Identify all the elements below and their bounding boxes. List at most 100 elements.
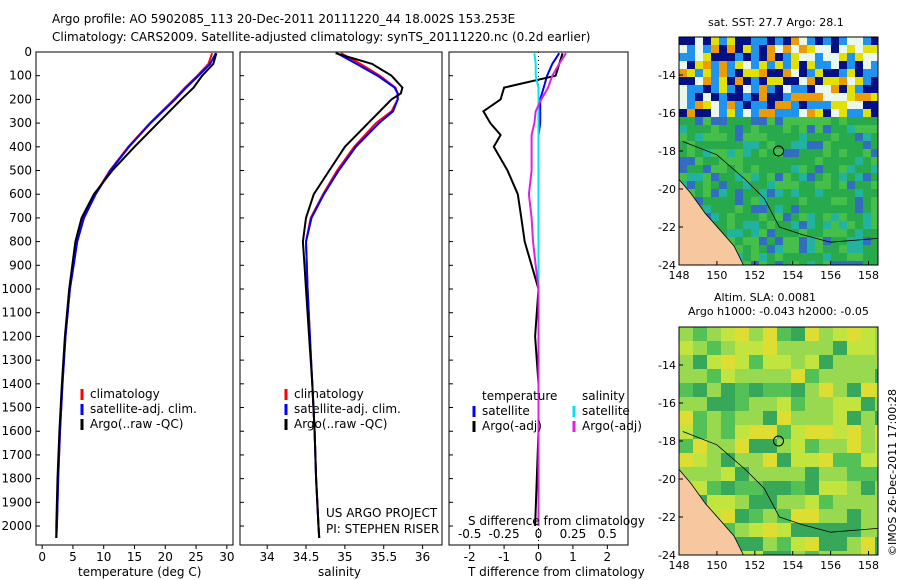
sst-map-cell [783,189,791,197]
sst-map-cell [719,189,727,197]
sst-map-cell [735,165,743,173]
sst-map-cell [719,125,727,133]
sst-map-cell [687,125,695,133]
sla-map-cell [721,425,735,439]
sst-map-cell [791,45,799,53]
sst-map-cell [695,125,703,133]
sst-map-cell [863,141,871,149]
sst-map-cell [807,221,815,229]
sst-map-cell [727,133,735,141]
profile-line-argo-raw-qc- [55,52,218,538]
sla-map-cell [861,411,875,425]
sst-map-cell [791,213,799,221]
sst-map-cell [687,93,695,101]
sla-map-cell [721,369,735,383]
sst-map-cell [775,157,783,165]
sst-map-cell [823,221,831,229]
sst-map-cell [791,117,799,125]
sla-map-cell [707,369,721,383]
sla-map-cell [749,495,763,509]
sst-map-cell [791,85,799,93]
sst-map-cell [855,213,863,221]
sst-map-cell [703,125,711,133]
sst-map-cell [687,69,695,77]
sst-map-cell [743,45,751,53]
sla-map-cell [847,383,861,397]
sst-map-cell [735,189,743,197]
sla-map-cell [847,495,861,509]
sst-map-cell [759,109,767,117]
sst-map-cell [767,37,775,45]
sst-map-group [678,36,879,266]
map-lon-tick-label: 152 [744,559,765,572]
sst-map-cell [815,189,823,197]
sla-map-cell [791,523,805,537]
sla-map-cell [693,327,707,341]
sst-map-cell [807,93,815,101]
sst-map-cell [743,85,751,93]
sst-map-cell [751,45,759,53]
sst-map-cell [791,197,799,205]
sst-map-cell [679,149,687,157]
sst-map-cell [863,181,871,189]
sst-map-cell [679,101,687,109]
sst-map-cell [791,165,799,173]
sst-map-cell [695,69,703,77]
sst-map-cell [855,69,863,77]
legend-label: Argo(..raw -QC) [90,417,183,431]
sst-map-cell [711,197,719,205]
sst-map-cell [727,109,735,117]
sst-map-cell [855,77,863,85]
sla-map-cell [679,397,693,411]
sst-map-cell [839,181,847,189]
sst-map-cell [703,53,711,61]
sst-map-cell [767,205,775,213]
sla-map-cell [833,439,847,453]
sst-map-cell [719,165,727,173]
sst-map-cell [871,237,878,245]
sst-map-cell [791,229,799,237]
sst-map-cell [775,69,783,77]
argo-float-marker [773,145,784,157]
sla-map-cell [679,453,693,467]
sst-map-cell [759,157,767,165]
sst-map-cell [839,133,847,141]
sst-map-cell [791,69,799,77]
sst-map-cell [743,37,751,45]
sst-map-cell [735,237,743,245]
sla-map-cell [707,327,721,341]
sst-map-cell [839,77,847,85]
sst-map-cell [863,237,871,245]
sst-map-cell [863,261,871,265]
sst-map-cell [791,101,799,109]
sst-map-cell [759,189,767,197]
sst-map-cell [831,149,839,157]
sst-map-cell [855,165,863,173]
map-lat-tick-label: -18 [658,435,676,448]
sst-map-cell [847,37,855,45]
sst-map-cell [823,261,831,265]
sst-map-cell [783,221,791,229]
sla-map-cell [777,439,791,453]
sst-map-cell [767,69,775,77]
sla-map-cell [875,509,878,523]
sst-map-cell [847,181,855,189]
sla-map-cell [735,495,749,509]
sst-map-cell [735,117,743,125]
sst-map-cell [839,61,847,69]
argo-float-marker [773,435,784,447]
sst-map-cell [791,61,799,69]
sst-map-cell [719,173,727,181]
depth-tick-label: 1000 [1,282,32,296]
sst-map-cell [783,101,791,109]
sla-map-cell [819,453,833,467]
sla-map-cell [763,425,777,439]
sst-map-cell [751,77,759,85]
sst-map-cell [823,45,831,53]
sst-map-cell [823,165,831,173]
sst-map-cell [831,109,839,117]
sst-map-cell [847,205,855,213]
sla-map-cell [819,397,833,411]
sst-map-cell [855,45,863,53]
sst-map-cell [687,133,695,141]
